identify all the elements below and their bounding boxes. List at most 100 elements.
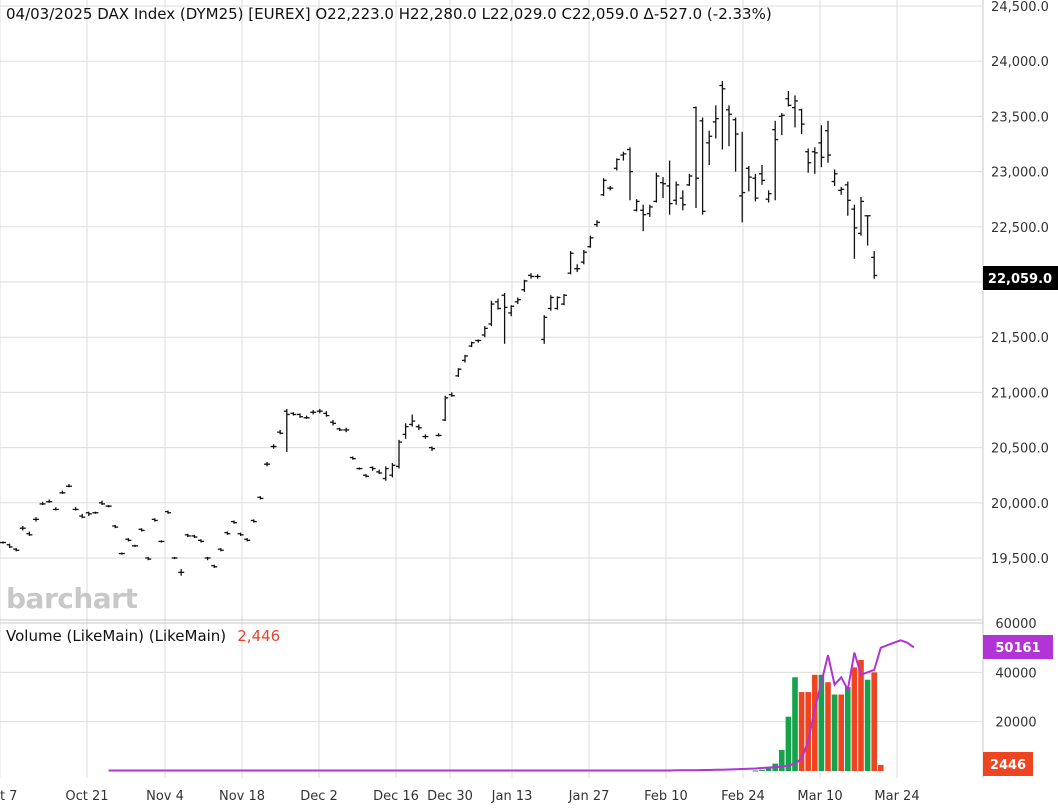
volume-bar [818, 674, 825, 771]
date-tick-label: Nov 18 [219, 789, 265, 804]
volume-last-value: 2,446 [237, 627, 280, 645]
ohlc-bar [838, 187, 845, 195]
ohlc-bar [508, 305, 515, 317]
price-tick-label: 23,000.0 [991, 166, 1049, 181]
ohlc-bar [429, 446, 435, 451]
volume-bar [798, 692, 805, 771]
volume-bar [792, 677, 798, 771]
ohlc-bar [811, 147, 818, 174]
ohlc-bar [495, 298, 501, 310]
ohlc-bar [283, 408, 290, 453]
ohlc-bar [33, 517, 39, 522]
ohlc-bar [52, 507, 59, 511]
ohlc-bar [726, 105, 732, 147]
ohlc-bar [607, 185, 614, 191]
ohlc-bar [6, 543, 13, 549]
price-tick-label: 24,500.0 [991, 0, 1049, 15]
ohlc-bar [752, 173, 759, 202]
ohlc-bar [864, 215, 871, 246]
ohlc-bar [39, 501, 46, 506]
ohlc-bar [706, 130, 713, 165]
volume-bar [752, 770, 759, 772]
price-tick-label: 20,500.0 [991, 442, 1049, 457]
ohlc-bar [640, 204, 647, 232]
ohlc-bar [580, 249, 587, 265]
ohlc-bar [699, 117, 706, 215]
ohlc-bar [132, 544, 138, 547]
volume-bar [765, 768, 772, 771]
ohlc-bar [547, 295, 554, 311]
ohlc-bar [323, 411, 330, 417]
ohlc-bar [231, 520, 237, 524]
volume-bar [785, 716, 792, 771]
volume-series [752, 660, 884, 772]
volume-bar [825, 682, 831, 771]
volume-tag-value: 2446 [990, 758, 1026, 773]
ohlc-bar [534, 274, 541, 279]
ohlc-bar [541, 315, 548, 344]
price-tick-label: 24,000.0 [991, 55, 1049, 70]
open-interest-tag: 50161 [983, 635, 1053, 659]
ohlc-bar [184, 533, 191, 538]
ohlc-bar [237, 532, 244, 536]
ohlc-bar [336, 427, 343, 432]
volume-title-text: Volume (LikeMain) (LikeMain) [6, 627, 226, 645]
ohlc-bar [851, 204, 858, 259]
ohlc-bar [303, 415, 310, 419]
volume-bar [831, 694, 838, 771]
ohlc-bar [778, 113, 785, 136]
ohlc-bar [224, 531, 231, 535]
ohlc-bar [554, 296, 561, 310]
volume-bar [838, 694, 844, 771]
ohlc-bar [264, 461, 270, 467]
ohlc-bar [719, 81, 726, 150]
ohlc-bar [732, 117, 739, 172]
ohlc-bar [481, 326, 488, 338]
volume-tick-label: 20000 [995, 716, 1036, 731]
price-tick-label: 21,500.0 [991, 331, 1049, 346]
ohlc-bar [19, 525, 26, 531]
ohlc-bar [765, 190, 772, 203]
ohlc-bar [46, 499, 53, 503]
ohlc-bar [145, 556, 152, 561]
ohlc-bar [587, 235, 594, 248]
ohlc-series [0, 81, 878, 576]
ohlc-bar [448, 392, 455, 397]
volume-tick-label: 40000 [995, 666, 1036, 681]
ohlc-bar [759, 164, 765, 185]
volume-bar [805, 692, 811, 771]
date-tick-label: Feb 10 [644, 789, 688, 804]
ohlc-bar [435, 433, 442, 437]
ohlc-bar [151, 518, 158, 522]
volume-bar [871, 672, 877, 771]
ohlc-bar [422, 434, 429, 439]
ohlc-bar [792, 95, 798, 128]
ohlc-bar [178, 569, 185, 576]
ohlc-bar [316, 408, 323, 414]
ohlc-bar [574, 264, 581, 273]
ohlc-bar [455, 368, 462, 377]
ohlc-bar [798, 108, 805, 135]
ohlc-bar [646, 204, 653, 217]
ohlc-bar [805, 148, 812, 173]
ohlc-bar [528, 273, 534, 279]
ohlc-bar [26, 531, 33, 536]
ohlc-bar [871, 251, 878, 279]
date-tick-label: Nov 4 [146, 789, 184, 804]
ohlc-bar [92, 511, 99, 514]
ohlc-bar [501, 293, 508, 344]
ohlc-bar [772, 120, 779, 201]
ohlc-bar [633, 199, 640, 212]
volume-bar [779, 750, 785, 771]
volume-bar [858, 660, 864, 771]
date-tick-label: Dec 16 [373, 789, 419, 804]
price-tick-label: 23,500.0 [991, 110, 1049, 125]
ohlc-bar [217, 548, 224, 552]
ohlc-bar [561, 294, 567, 306]
ohlc-bar [13, 548, 20, 552]
ohlc-bar [409, 414, 416, 427]
ohlc-bar [660, 177, 666, 199]
chart-header: 04/03/2025 DAX Index (DYM25) [EUREX] O22… [6, 5, 772, 23]
ohlc-bar [257, 496, 264, 500]
volume-tag: 2446 [983, 752, 1033, 776]
